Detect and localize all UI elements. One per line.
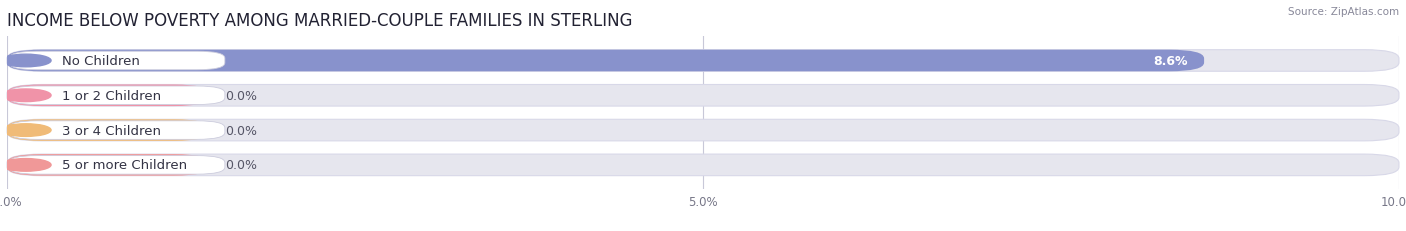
FancyBboxPatch shape (7, 154, 1399, 176)
FancyBboxPatch shape (8, 52, 225, 70)
Text: 0.0%: 0.0% (225, 89, 257, 102)
FancyBboxPatch shape (7, 120, 209, 141)
FancyBboxPatch shape (7, 85, 209, 106)
Text: 1 or 2 Children: 1 or 2 Children (62, 89, 162, 102)
Text: INCOME BELOW POVERTY AMONG MARRIED-COUPLE FAMILIES IN STERLING: INCOME BELOW POVERTY AMONG MARRIED-COUPL… (7, 12, 633, 30)
FancyBboxPatch shape (8, 156, 225, 174)
Text: No Children: No Children (62, 55, 141, 68)
FancyBboxPatch shape (7, 154, 209, 176)
Text: Source: ZipAtlas.com: Source: ZipAtlas.com (1288, 7, 1399, 17)
FancyBboxPatch shape (8, 121, 225, 140)
Text: 5 or more Children: 5 or more Children (62, 159, 187, 172)
Circle shape (0, 55, 51, 67)
Circle shape (0, 159, 51, 171)
Text: 8.6%: 8.6% (1153, 55, 1188, 68)
FancyBboxPatch shape (8, 87, 225, 105)
FancyBboxPatch shape (7, 50, 1204, 72)
Text: 0.0%: 0.0% (225, 159, 257, 172)
Circle shape (0, 124, 51, 137)
FancyBboxPatch shape (7, 50, 1399, 72)
FancyBboxPatch shape (7, 120, 1399, 141)
Text: 0.0%: 0.0% (225, 124, 257, 137)
Circle shape (0, 90, 51, 102)
Text: 3 or 4 Children: 3 or 4 Children (62, 124, 162, 137)
FancyBboxPatch shape (7, 85, 1399, 106)
